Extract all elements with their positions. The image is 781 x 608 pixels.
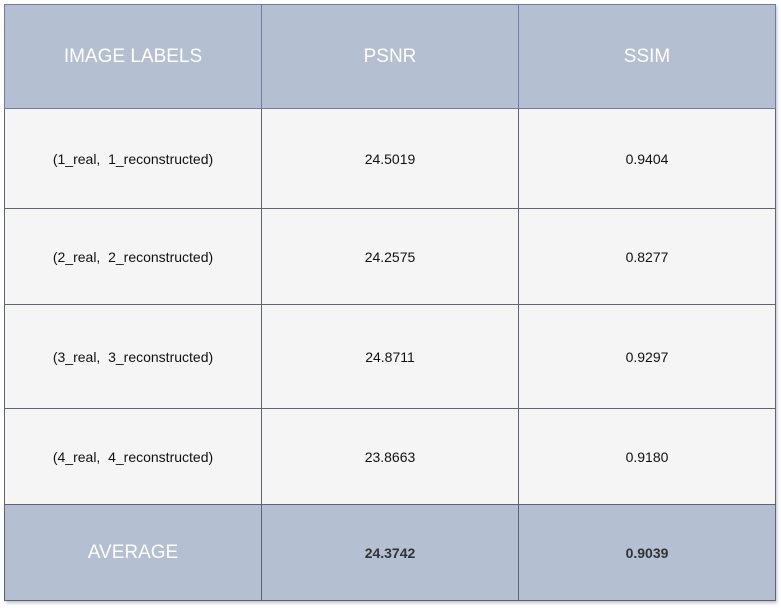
cell-ssim: 0.9404 [518,108,776,209]
cell-label: (3_real, 3_reconstructed) [4,304,262,409]
header-row: IMAGE LABELS PSNR SSIM [4,4,776,109]
header-image-labels: IMAGE LABELS [4,4,262,109]
cell-psnr: 24.2575 [261,208,519,305]
average-ssim: 0.9039 [518,504,776,601]
cell-ssim: 0.8277 [518,208,776,305]
header-psnr: PSNR [261,4,519,109]
header-ssim: SSIM [518,4,776,109]
table-row: (1_real, 1_reconstructed) 24.5019 0.9404 [4,108,776,209]
cell-psnr: 23.8663 [261,408,519,505]
results-table: IMAGE LABELS PSNR SSIM (1_real, 1_recons… [4,4,776,601]
cell-label: (1_real, 1_reconstructed) [4,108,262,209]
cell-psnr: 24.5019 [261,108,519,209]
average-row: AVERAGE 24.3742 0.9039 [4,504,776,601]
results-table-container: IMAGE LABELS PSNR SSIM (1_real, 1_recons… [4,4,776,601]
average-label: AVERAGE [4,504,262,601]
cell-label: (2_real, 2_reconstructed) [4,208,262,305]
cell-psnr: 24.8711 [261,304,519,409]
cell-ssim: 0.9297 [518,304,776,409]
average-psnr: 24.3742 [261,504,519,601]
table-row: (4_real, 4_reconstructed) 23.8663 0.9180 [4,408,776,505]
table-row: (2_real, 2_reconstructed) 24.2575 0.8277 [4,208,776,305]
table-row: (3_real, 3_reconstructed) 24.8711 0.9297 [4,304,776,409]
cell-label: (4_real, 4_reconstructed) [4,408,262,505]
cell-ssim: 0.9180 [518,408,776,505]
